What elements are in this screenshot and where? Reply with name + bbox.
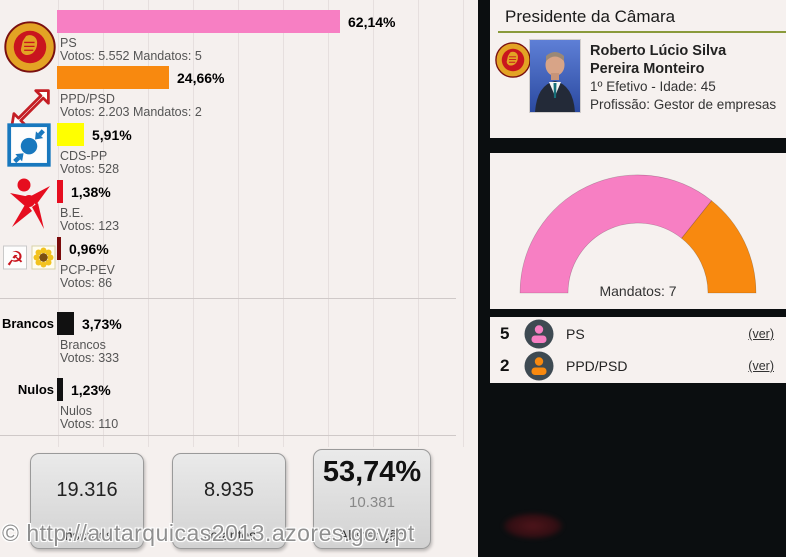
president-name: Roberto Lúcio Silva Pereira Monteiro xyxy=(590,43,727,77)
pcp-pev-icon: ☭ xyxy=(3,244,57,271)
bar-nulos xyxy=(57,378,63,401)
be-star-icon xyxy=(8,177,52,229)
bar-value-label-nulos: 1,23% xyxy=(71,382,111,398)
bar-name-cds-pp: CDS-PP xyxy=(60,149,108,163)
sidebar-panel: Presidente da Câmara Roberto Lúcio Silva… xyxy=(478,0,786,557)
summary-box-subvalue: 10.381 xyxy=(349,494,395,511)
bar-name-ppd-psd: PPD/PSD xyxy=(60,92,115,106)
bar-side-label-nulos: Nulos xyxy=(17,382,54,397)
person-icon-ps xyxy=(524,319,554,349)
bar-b-e- xyxy=(57,180,63,203)
mandates-party-ppd-psd: PPD/PSD xyxy=(566,358,628,374)
mandates-seats-ppd-psd: 2 xyxy=(500,356,510,375)
bar-name-brancos: Brancos xyxy=(60,338,106,352)
bar-ps xyxy=(57,10,340,33)
watermark-text: © http://autarquicas2013.azores.gov.pt xyxy=(2,520,415,546)
party-results-bar-chart: 62,14% PS Votos: 5.552 Mandatos: 5 24,66% PP… xyxy=(1,10,396,431)
ver-link-ppd-psd[interactable]: (ver) xyxy=(748,359,774,373)
bar-name-ps: PS xyxy=(60,36,77,50)
results-chart-panel: 62,14% PS Votos: 5.552 Mandatos: 5 24,66% PP… xyxy=(0,0,478,557)
president-card-title: Presidente da Câmara xyxy=(505,7,676,26)
bar-cds-pp xyxy=(57,123,84,146)
bar-value-label-cds-pp: 5,91% xyxy=(92,127,132,143)
separator-line xyxy=(0,435,456,436)
summary-box-value: 53,74% xyxy=(322,455,422,488)
summary-box-absten-o: 53,74% 10.381 Abstenção xyxy=(313,449,431,549)
bar-votes-brancos: Votos: 333 xyxy=(60,351,120,365)
bar-votes-pcp-pev: Votos: 86 xyxy=(60,276,113,290)
bar-value-label-brancos: 3,73% xyxy=(82,316,122,332)
mandates-seats-ps: 5 xyxy=(500,324,510,343)
summary-box-label: Votantes xyxy=(201,527,257,543)
mandates-row-ps: 5 PS (ver) xyxy=(490,318,786,350)
bar-value-label-b-e-: 1,38% xyxy=(71,184,111,200)
person-icon-ppd-psd xyxy=(524,351,554,381)
bar-ppd-psd xyxy=(57,66,169,89)
president-detail-1: 1º Efetivo - Idade: 45 xyxy=(590,79,716,94)
summary-box-label: Inscritos xyxy=(60,527,114,543)
mandates-list-card: 5 PS (ver) 2 PPD/PSD (ver) xyxy=(490,317,786,383)
bar-votes-ps: Votos: 5.552 Mandatos: 5 xyxy=(60,49,202,63)
bar-votes-b-e-: Votos: 123 xyxy=(60,219,120,233)
president-photo xyxy=(530,40,580,112)
bar-pcp-pev xyxy=(57,237,61,260)
title-underline xyxy=(498,31,786,33)
summary-box-label: Abstenção xyxy=(338,527,406,543)
bar-value-label-pcp-pev: 0,96% xyxy=(69,241,109,257)
mandates-party-ps: PS xyxy=(566,326,585,342)
cds-pp-icon xyxy=(7,123,51,167)
separator-line xyxy=(0,298,456,299)
ps-emblem-icon xyxy=(4,21,56,73)
president-detail-2: Profissão: Gestor de empresas xyxy=(590,97,777,112)
bar-votes-cds-pp: Votos: 528 xyxy=(60,162,120,176)
mandates-chart-card: Mandatos: 7 xyxy=(490,153,786,309)
summary-box-inscritos: 19.316 Inscritos xyxy=(30,453,144,549)
bar-value-label-ppd-psd: 24,66% xyxy=(177,70,225,86)
mandates-row-ppd-psd: 2 PPD/PSD (ver) xyxy=(490,350,786,382)
bar-name-b-e-: B.E. xyxy=(60,206,84,220)
bar-name-pcp-pev: PCP-PEV xyxy=(60,263,115,277)
summary-box-value: 8.935 xyxy=(203,478,255,501)
bar-brancos xyxy=(57,312,74,335)
president-info: Roberto Lúcio Silva Pereira Monteiro 1º … xyxy=(590,42,778,114)
ver-link-ps[interactable]: (ver) xyxy=(748,327,774,341)
bar-votes-nulos: Votos: 110 xyxy=(60,417,119,431)
ps-emblem-icon xyxy=(495,42,531,78)
mandates-half-donut-chart xyxy=(490,153,786,309)
bar-name-nulos: Nulos xyxy=(60,404,92,418)
summary-box-votantes: 8.935 Votantes xyxy=(172,453,286,549)
background-artifact xyxy=(503,513,563,539)
mandates-total-label: Mandatos: 7 xyxy=(599,283,677,299)
bar-side-label-brancos: Brancos xyxy=(1,316,54,331)
bar-votes-ppd-psd: Votos: 2.203 Mandatos: 2 xyxy=(60,105,202,119)
bar-value-label-ps: 62,14% xyxy=(348,14,396,30)
president-card: Presidente da Câmara Roberto Lúcio Silva… xyxy=(490,0,786,138)
summary-box-value: 19.316 xyxy=(56,478,118,501)
svg-text:☭: ☭ xyxy=(6,247,24,271)
